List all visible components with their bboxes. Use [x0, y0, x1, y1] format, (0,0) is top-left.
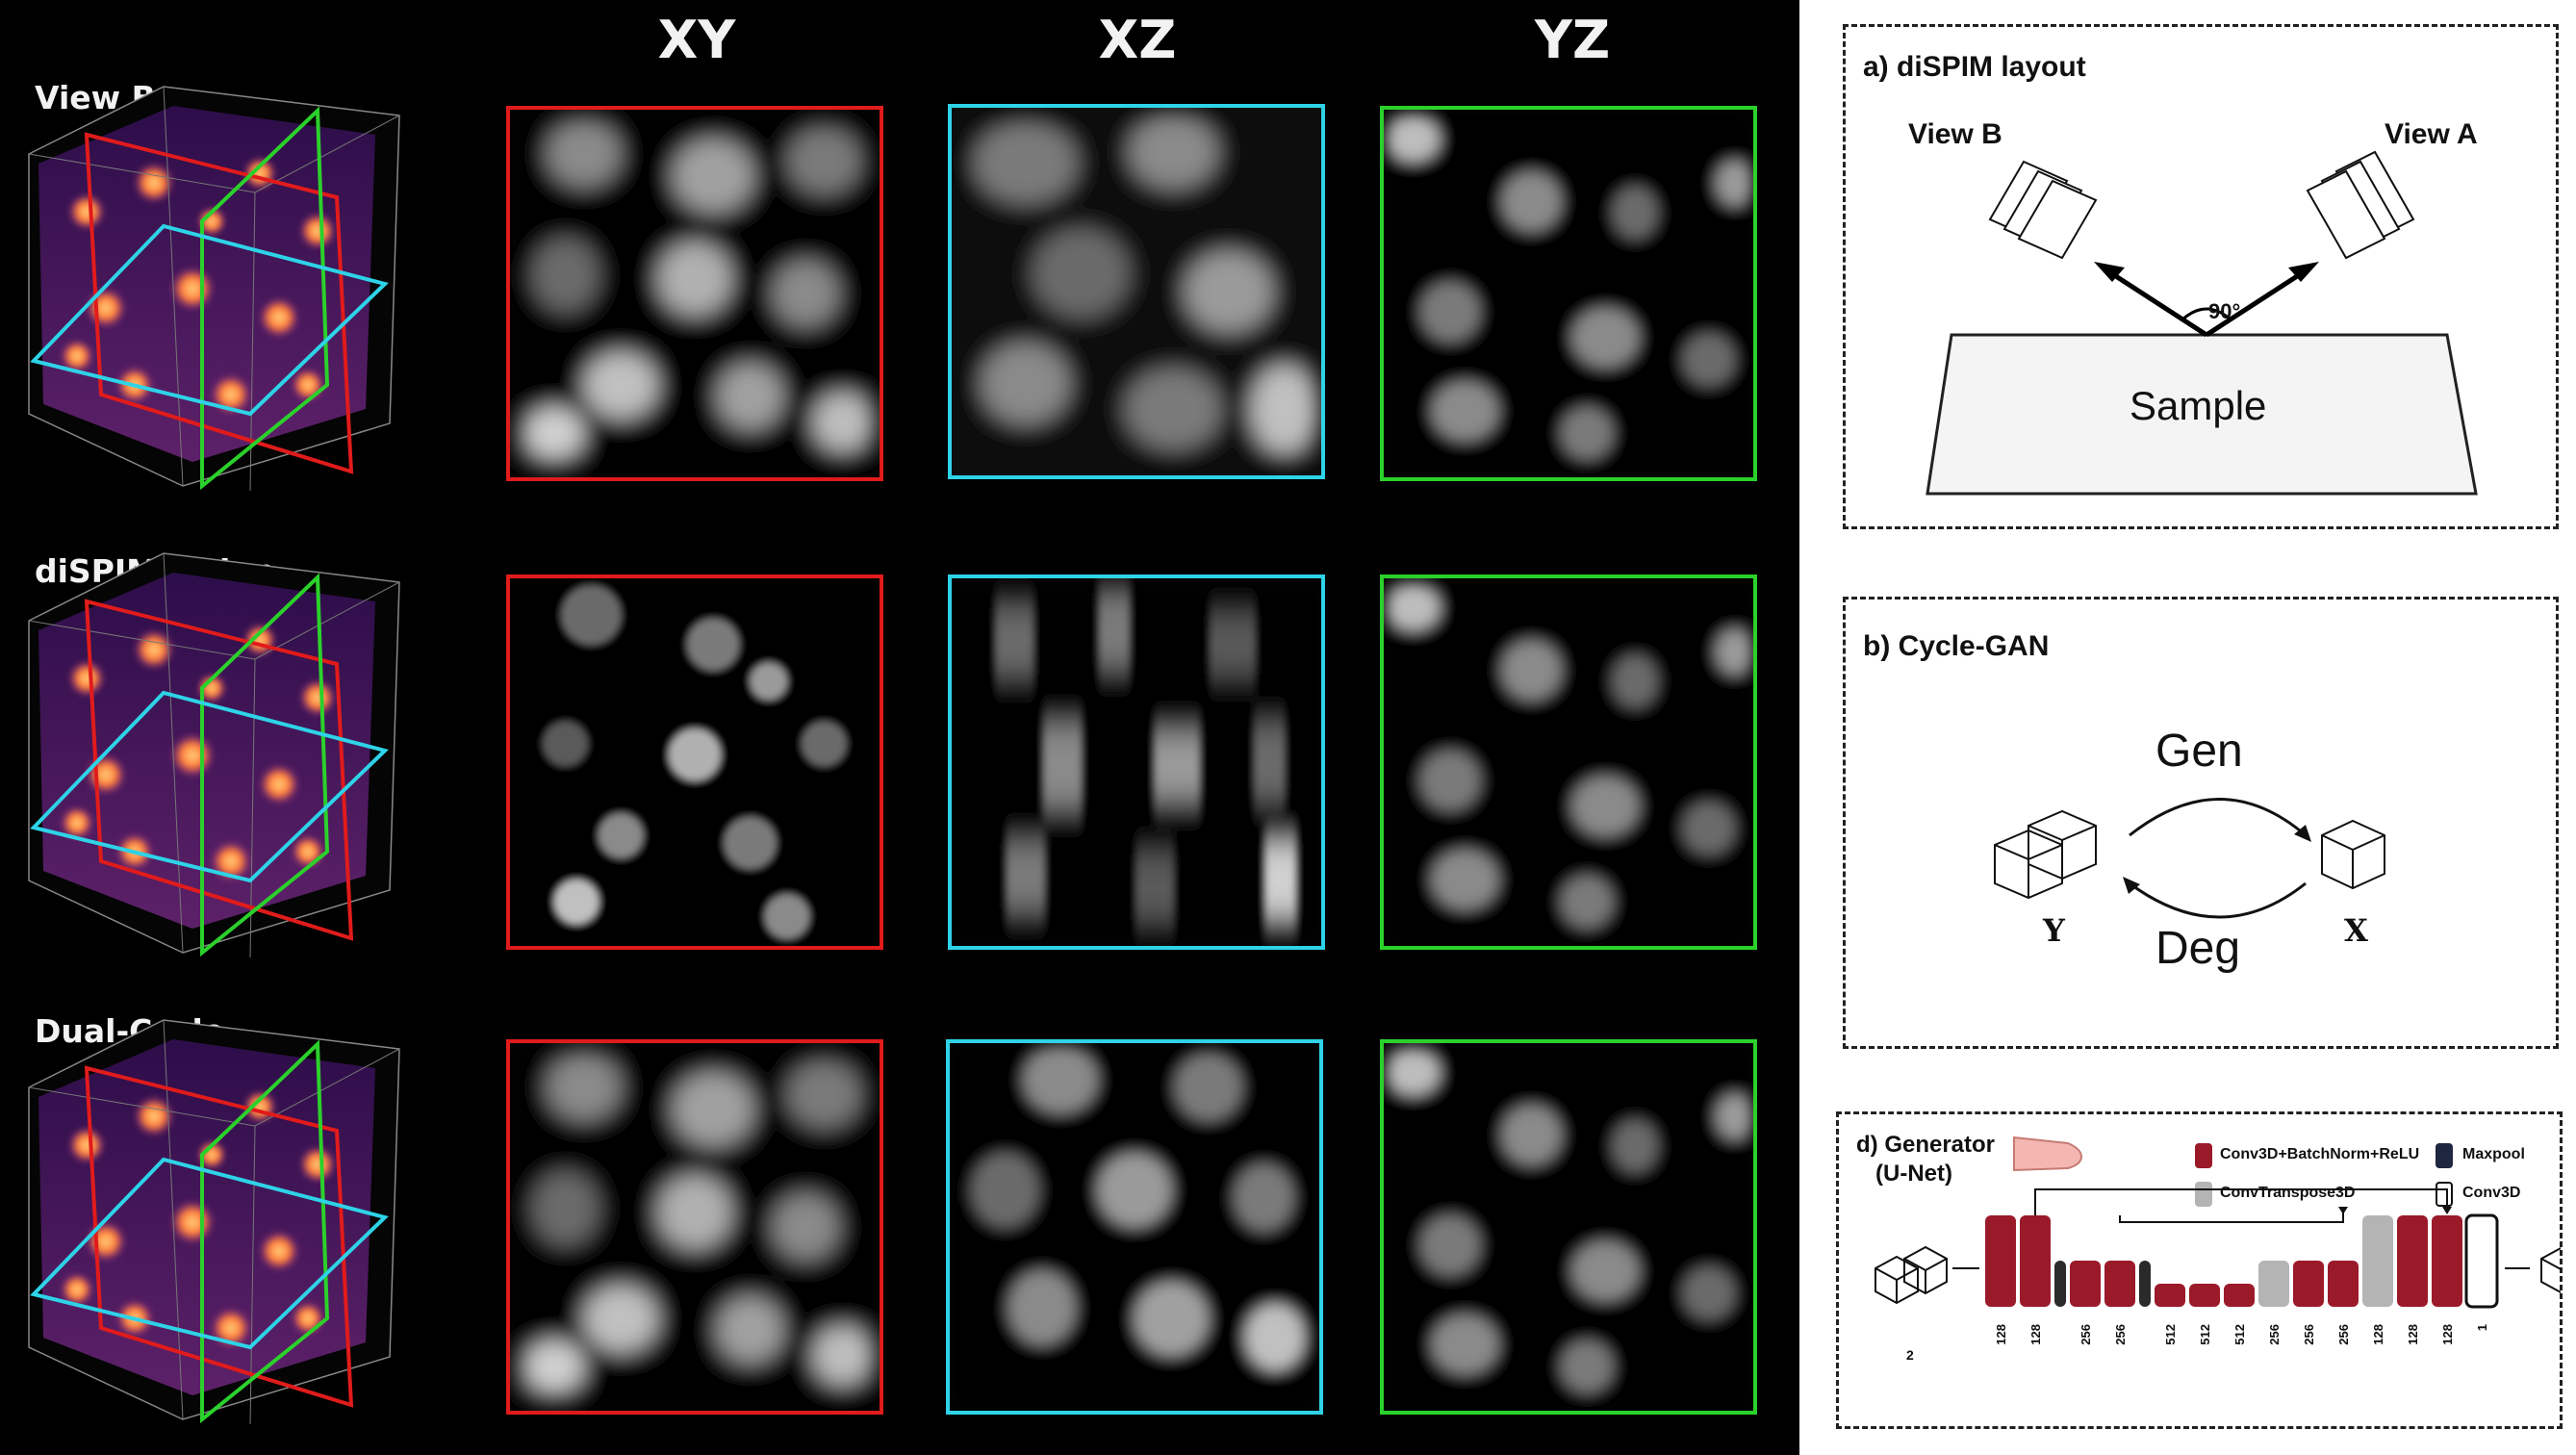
domain-y-cubes	[1994, 809, 2097, 900]
dispim-diagram	[1926, 150, 2478, 496]
panel-b-cycle-gan: b) Cycle-GAN Gen Deg Y X	[1843, 597, 2559, 1049]
unet-layer-conv	[2020, 1215, 2051, 1307]
slice-dual-cycle-yz	[1380, 1039, 1757, 1415]
unet-layer-conv	[2189, 1284, 2220, 1307]
light-sheets-view-a	[2306, 150, 2415, 260]
slice-view-b-xy	[506, 106, 883, 481]
column-header-xy: XY	[657, 10, 736, 70]
sample-label: Sample	[2130, 383, 2267, 428]
layer-label: 128	[2371, 1324, 2385, 1345]
generator-icon	[2013, 1136, 2083, 1172]
layer-label: 512	[2198, 1324, 2212, 1345]
slice-dual-cycle-xz	[946, 1039, 1323, 1415]
skip-arrowhead	[2442, 1207, 2452, 1214]
layer-label: 2	[1906, 1347, 1914, 1363]
layer-label: 128	[1994, 1324, 2008, 1345]
column-header-yz: YZ	[1534, 10, 1611, 70]
deg-label: Deg	[2155, 923, 2241, 974]
volume-render-dual-cycle	[19, 1001, 423, 1424]
layer-label: 256	[2336, 1324, 2351, 1345]
unet-layer-conv	[2432, 1215, 2462, 1307]
layer-label: 128	[2028, 1324, 2043, 1345]
output-volume-icon	[2540, 1246, 2561, 1294]
cycle-gan-diagram	[1994, 798, 2385, 919]
unet-layer-conv	[2328, 1261, 2359, 1307]
column-header-xz: XZ	[1098, 10, 1177, 70]
panel-a-dispim-layout: a) diSPIM layout View B View A 90°	[1843, 24, 2559, 529]
legend-swatch-maxpool	[2436, 1143, 2453, 1168]
unet-layer-out	[2464, 1213, 2499, 1309]
view-a-label: View A	[2385, 118, 2478, 150]
legend-swatch-conv3d	[2436, 1182, 2453, 1207]
angle-arc	[2181, 307, 2232, 321]
slice-dispimfusion-xz	[948, 574, 1325, 950]
layer-label: 256	[2079, 1324, 2093, 1345]
input-volume-icon	[1903, 1245, 1948, 1295]
unet-layer-conv	[2155, 1284, 2185, 1307]
skip-connection	[2119, 1209, 2344, 1223]
deg-arrow	[2129, 881, 2307, 919]
panel-d-subtitle: (U-Net)	[1875, 1161, 1952, 1187]
unet-layer-conv	[2224, 1284, 2255, 1307]
gen-arrow	[2129, 798, 2307, 837]
domain-x-cube	[2321, 819, 2385, 890]
slice-dispimfusion-yz	[1380, 574, 1757, 950]
slice-view-b-xz	[948, 104, 1325, 479]
legend-maxpool-label: Maxpool	[2462, 1146, 2525, 1162]
input-volume-icon	[1875, 1255, 1919, 1305]
unet-layer-up	[2258, 1261, 2289, 1307]
legend-swatch-conv	[2195, 1143, 2212, 1168]
layer-label: 256	[2113, 1324, 2128, 1345]
layer-label: 256	[2302, 1324, 2316, 1345]
y-label: Y	[2043, 912, 2065, 949]
legend-conv-label: Conv3D+BatchNorm+ReLU	[2220, 1146, 2420, 1162]
legend-conv3d-label: Conv3D	[2462, 1185, 2521, 1201]
layer-label: 128	[2440, 1324, 2455, 1345]
panel-d-title: d) Generator	[1856, 1132, 1996, 1158]
volume-render-view-b	[19, 67, 423, 491]
panel-b-title: b) Cycle-GAN	[1863, 630, 2050, 662]
sample-stage	[1926, 333, 2478, 496]
skip-connection	[2034, 1188, 2448, 1215]
slice-view-b-yz	[1380, 106, 1757, 481]
unet-architecture: 2 128 128 256 256 512 512 512 256 256 256 128 128 128…	[1875, 1188, 2561, 1363]
unet-layer-conv	[2293, 1261, 2324, 1307]
unet-layer-conv	[2070, 1261, 2101, 1307]
panel-d-generator: d) Generator (U-Net) Conv3D+BatchNorm+Re…	[1836, 1111, 2563, 1429]
unet-layer-conv	[2397, 1215, 2428, 1307]
volume-render-dispimfusion	[19, 534, 423, 957]
layer-label: 128	[2406, 1324, 2420, 1345]
slice-dispimfusion-xy	[506, 574, 883, 950]
skip-arrowhead	[2338, 1207, 2348, 1214]
light-sheets-view-b	[1988, 160, 2098, 260]
angle-label: 90°	[2208, 299, 2241, 323]
view-arrows	[2104, 267, 2309, 338]
x-label: X	[2344, 912, 2368, 949]
layer-label: 256	[2267, 1324, 2282, 1345]
unet-layer-pool	[2054, 1261, 2066, 1307]
gen-label: Gen	[2155, 726, 2243, 777]
slice-dual-cycle-xy	[506, 1039, 883, 1415]
layer-label: 512	[2232, 1324, 2247, 1345]
unet-layer-up	[2362, 1215, 2393, 1307]
panel-a-title: a) diSPIM layout	[1863, 51, 2086, 83]
results-figure: XY XZ YZ View B diSPIMFusion Dual-Cycle	[19, 10, 1757, 1424]
view-b-label: View B	[1908, 118, 2002, 150]
schematic-panel: a) diSPIM layout View B View A 90°	[1799, 0, 2576, 1455]
unet-layer-conv	[1985, 1215, 2016, 1307]
legend-swatch-convtranspose	[2195, 1182, 2212, 1207]
layer-label: 512	[2163, 1324, 2178, 1345]
unet-layer-pool	[2139, 1261, 2151, 1307]
layer-label: 1	[2475, 1324, 2489, 1331]
unet-layer-conv	[2104, 1261, 2135, 1307]
